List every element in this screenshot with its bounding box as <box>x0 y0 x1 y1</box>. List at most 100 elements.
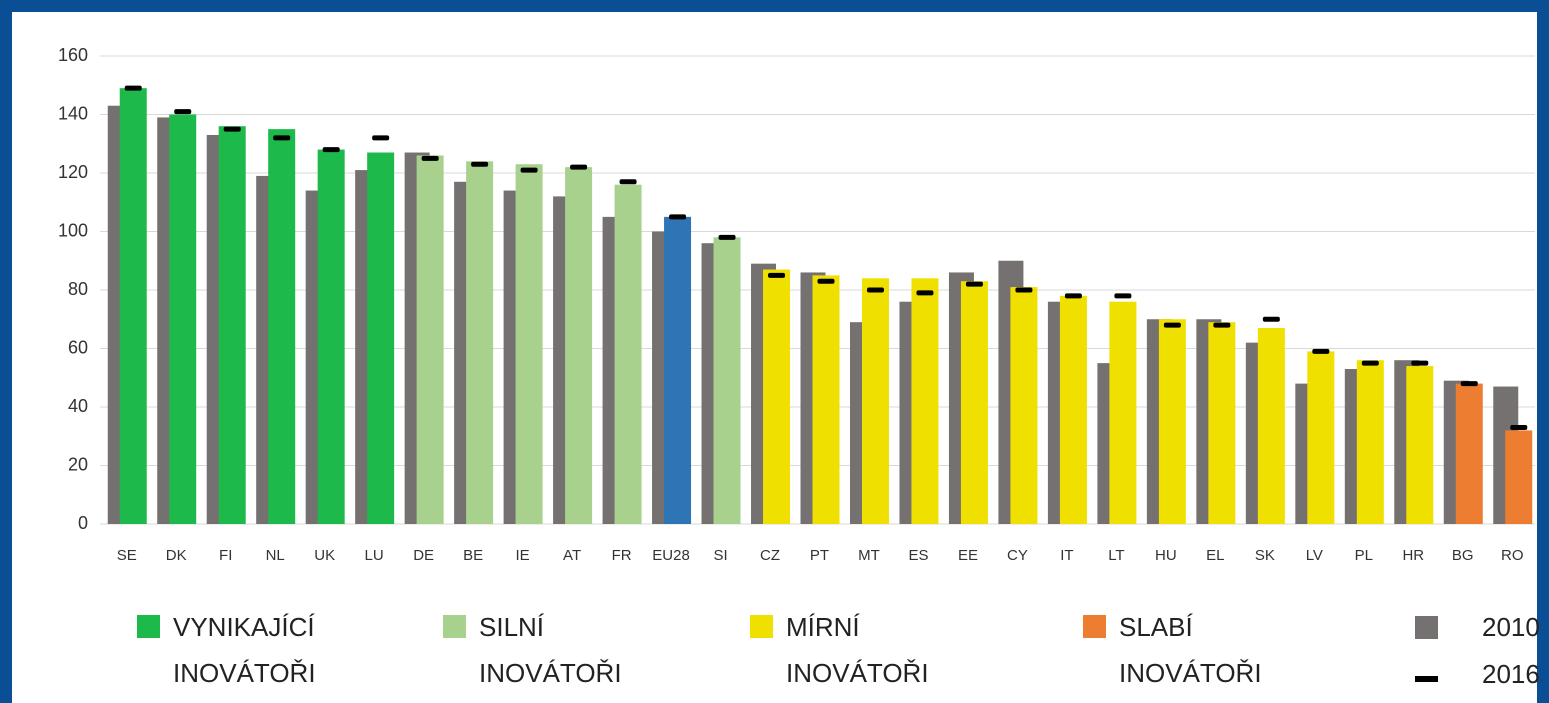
x-tick-label: SK <box>1255 547 1275 564</box>
bar <box>1158 319 1186 524</box>
x-tick-label: CY <box>1007 547 1028 564</box>
y-tick-label: 0 <box>78 513 88 533</box>
bar <box>317 149 345 524</box>
marker-2016 <box>421 155 439 161</box>
x-tick-label: ES <box>908 547 928 564</box>
bar <box>218 126 246 524</box>
x-tick-label: UK <box>314 547 335 564</box>
bar <box>960 281 988 524</box>
bar <box>1059 295 1087 524</box>
marker-2016 <box>223 126 241 132</box>
bar <box>812 275 840 524</box>
marker-2016 <box>669 214 687 220</box>
legend-swatch <box>1415 616 1438 639</box>
bar <box>1109 301 1137 524</box>
marker-2016 <box>1163 322 1181 328</box>
bar <box>1356 360 1384 524</box>
x-tick-label: DK <box>166 547 187 564</box>
x-tick-label: AT <box>563 547 581 564</box>
y-tick-label: 160 <box>58 45 88 65</box>
marker-2016 <box>471 161 489 167</box>
x-tick-label: EE <box>958 547 978 564</box>
bar <box>713 237 741 524</box>
legend-label: MÍRNÍ INOVÁTOŘI <box>786 612 929 688</box>
x-tick-label: BG <box>1452 547 1474 564</box>
marker-2016 <box>1262 316 1280 322</box>
x-tick-label: LU <box>365 547 384 564</box>
bar <box>367 152 395 524</box>
x-tick-label: BE <box>463 547 483 564</box>
marker-2016 <box>916 290 934 296</box>
chart: 0 20 40 60 80 100 120 140 160 SE DK FI NL UK LU DE BE IE A… <box>58 45 1535 564</box>
bar <box>1307 351 1335 524</box>
x-tick-label: EL <box>1206 547 1224 564</box>
bar <box>268 129 296 524</box>
legend-swatch <box>750 615 773 638</box>
bar <box>466 161 494 525</box>
marker-2016 <box>1015 287 1033 293</box>
x-tick-label: IT <box>1060 547 1073 564</box>
marker-2016 <box>520 167 538 173</box>
bar <box>614 184 642 524</box>
bar <box>763 269 791 524</box>
bar <box>1406 366 1434 524</box>
legend-swatch <box>443 615 466 638</box>
marker-2016 <box>570 164 588 170</box>
marker-2016 <box>124 85 142 91</box>
marker-2016 <box>1361 360 1379 366</box>
marker-2016 <box>1312 348 1330 354</box>
marker-2016 <box>817 278 835 284</box>
marker-2016 <box>273 135 291 141</box>
x-tick-label: LT <box>1108 547 1124 564</box>
legend-label: VYNIKAJÍCÍ INOVÁTOŘI <box>173 612 316 688</box>
bar <box>861 278 889 524</box>
x-tick-label: HR <box>1402 547 1424 564</box>
marker-2016 <box>619 179 637 185</box>
marker-2016 <box>1460 381 1478 387</box>
bar <box>911 278 939 524</box>
x-tick-label: DE <box>413 547 434 564</box>
marker-2016 <box>372 135 390 141</box>
marker-2016 <box>965 281 983 287</box>
x-tick-label: CZ <box>760 547 780 564</box>
legend-label: 2016 <box>1482 659 1540 689</box>
legend-swatch <box>1083 615 1106 638</box>
marker-2016 <box>1510 424 1528 430</box>
marker-2016 <box>718 234 736 240</box>
bar <box>1010 287 1038 524</box>
marker-2016 <box>768 272 786 278</box>
x-tick-label: PT <box>810 547 829 564</box>
marker-2016 <box>174 109 192 115</box>
bar <box>1505 430 1533 524</box>
legend-label: 2010 <box>1482 612 1540 642</box>
marker-2016 <box>1411 360 1429 366</box>
x-tick-label: PL <box>1355 547 1373 564</box>
bar <box>515 164 543 524</box>
x-tick-label: EU28 <box>652 547 690 564</box>
x-tick-label: IE <box>516 547 530 564</box>
marker-2016 <box>1114 293 1132 299</box>
marker-2016 <box>1213 322 1231 328</box>
marker-2016 <box>322 147 340 153</box>
y-tick-label: 60 <box>68 337 88 357</box>
x-tick-label: LV <box>1306 547 1323 564</box>
bar <box>1208 322 1236 524</box>
x-tick-label: RO <box>1501 547 1524 564</box>
bar <box>664 216 692 524</box>
bar <box>119 88 147 525</box>
x-tick-label: FR <box>612 547 632 564</box>
bar <box>416 155 444 524</box>
x-tick-label: HU <box>1155 547 1177 564</box>
bar <box>1455 383 1483 524</box>
y-tick-label: 80 <box>68 279 88 299</box>
x-tick-label: MT <box>858 547 880 564</box>
marker-2016 <box>1064 293 1082 299</box>
x-tick-label: SI <box>713 547 727 564</box>
legend-label: SILNÍ INOVÁTOŘI <box>479 612 622 688</box>
y-tick-label: 20 <box>68 454 88 474</box>
legend-swatch <box>1415 676 1438 682</box>
x-tick-label: FI <box>219 547 232 564</box>
y-tick-label: 40 <box>68 396 88 416</box>
marker-2016 <box>866 287 884 293</box>
